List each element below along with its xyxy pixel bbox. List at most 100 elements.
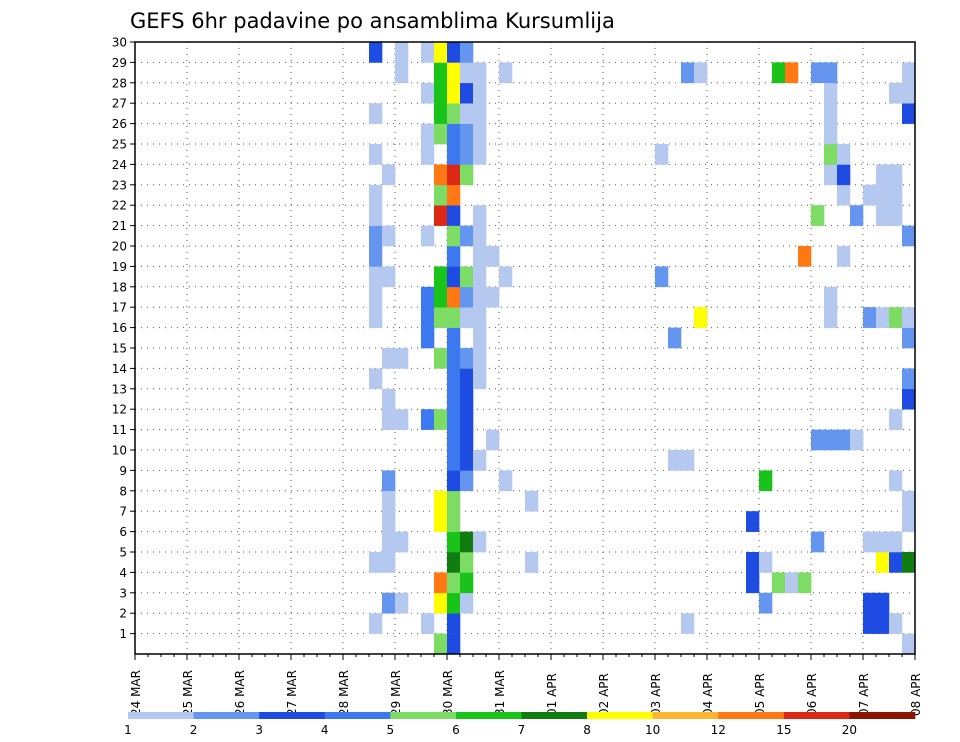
heatmap-cell [824, 307, 838, 328]
heatmap-cell [850, 429, 864, 451]
heatmap-cell [421, 307, 435, 328]
heatmap-cell [798, 572, 812, 594]
legend-label: 8 [583, 723, 591, 737]
heatmap-cell [395, 62, 409, 84]
heatmap-cell [369, 613, 383, 634]
heatmap-cell [473, 123, 487, 145]
heatmap-cell [369, 266, 383, 288]
heatmap-cell [785, 62, 799, 84]
heatmap-cell [473, 286, 487, 308]
heatmap-cell [824, 144, 838, 165]
heatmap-cell [421, 286, 435, 308]
heatmap-cell [460, 429, 474, 451]
y-tick-label: 30 [112, 36, 127, 50]
y-tick-label: 5 [119, 546, 127, 560]
heatmap-cell [382, 490, 396, 512]
heatmap-cell [447, 490, 461, 512]
heatmap-cell [369, 103, 383, 124]
x-tick-label: 25 MAR [181, 670, 195, 716]
legend-label: 7 [518, 723, 526, 737]
heatmap-cell [902, 552, 916, 573]
heatmap-cell [473, 246, 487, 267]
legend-label: 5 [387, 723, 395, 737]
heatmap-cell [460, 123, 474, 145]
heatmap-cell [395, 592, 409, 614]
heatmap-cell [824, 123, 838, 145]
heatmap-cell [447, 42, 461, 63]
color-legend: 1 2 3 4 5 6 7 8 10 12 15 20 [124, 712, 916, 737]
heatmap-cell [447, 184, 461, 206]
y-tick-label: 1 [119, 627, 127, 641]
y-tick-label: 27 [112, 97, 127, 111]
heatmap-cell [785, 572, 799, 594]
heatmap-cell [876, 552, 890, 573]
y-tick-label: 7 [119, 505, 127, 519]
heatmap-cell [395, 42, 409, 63]
heatmap-cell [369, 144, 383, 165]
heatmap-cell [746, 552, 760, 573]
heatmap-cell [473, 348, 487, 369]
heatmap-cell [460, 307, 474, 328]
legend-swatch [587, 712, 653, 719]
heatmap-cell [863, 184, 877, 206]
heatmap-cell [902, 225, 916, 247]
heatmap-cell [460, 82, 474, 104]
heatmap-cell [902, 633, 916, 655]
y-tick-label: 2 [119, 607, 127, 621]
heatmap-cell [447, 246, 461, 267]
x-tick-label: 07 APR [857, 673, 871, 716]
heatmap-cell [473, 103, 487, 124]
heatmap-cell [837, 246, 851, 267]
heatmap-cell [902, 368, 916, 390]
heatmap-cell [382, 552, 396, 573]
heatmap-cell [525, 552, 539, 573]
heatmap-cell [460, 62, 474, 84]
y-tick-label: 10 [112, 444, 127, 458]
heatmap-cell [447, 613, 461, 634]
y-axis: 1234567891011121314151617181920212223242… [112, 36, 135, 641]
heatmap-cell [473, 62, 487, 84]
heatmap-cell [473, 368, 487, 390]
heatmap-cell [447, 388, 461, 410]
heatmap-cell [369, 286, 383, 308]
heatmap-cell [421, 42, 435, 63]
heatmap-cell [889, 164, 903, 186]
heatmap-cell [369, 307, 383, 328]
legend-swatch [783, 712, 850, 719]
heatmap-cell [395, 531, 409, 553]
x-tick-label: 01 APR [545, 673, 559, 716]
heatmap-cell [473, 205, 487, 226]
x-tick-label: 29 MAR [389, 670, 403, 716]
y-tick-label: 6 [119, 525, 127, 539]
heatmap-cell [434, 592, 448, 614]
y-tick-label: 21 [112, 219, 127, 233]
heatmap-cell [772, 62, 786, 84]
heatmap-cell [369, 368, 383, 390]
legend-label: 12 [711, 723, 726, 737]
heatmap-cell [850, 205, 864, 226]
heatmap-cell [811, 531, 825, 553]
heatmap-cell [694, 62, 708, 84]
heatmap-cell [447, 327, 461, 349]
heatmap-cell [863, 531, 877, 553]
heatmap-cell [460, 592, 474, 614]
heatmap-cell [434, 103, 448, 124]
heatmap-cell [395, 348, 409, 369]
heatmap-cell [447, 368, 461, 390]
x-tick-label: 30 MAR [441, 670, 455, 716]
heatmap-cell [486, 246, 500, 267]
heatmap-cell [434, 348, 448, 369]
heatmap-cell [460, 368, 474, 390]
heatmap-cell [447, 103, 461, 124]
heatmap-cell [382, 531, 396, 553]
x-tick-label: 06 APR [805, 673, 819, 716]
y-tick-label: 12 [112, 403, 127, 417]
x-tick-label: 04 APR [701, 673, 715, 716]
y-tick-label: 18 [112, 280, 127, 294]
heatmap-cell [863, 613, 877, 634]
heatmap-cell [876, 184, 890, 206]
heatmap-cell [447, 633, 461, 655]
heatmap-cell [460, 450, 474, 471]
x-tick-label: 08 APR [909, 673, 923, 716]
heatmap-cell [460, 531, 474, 553]
